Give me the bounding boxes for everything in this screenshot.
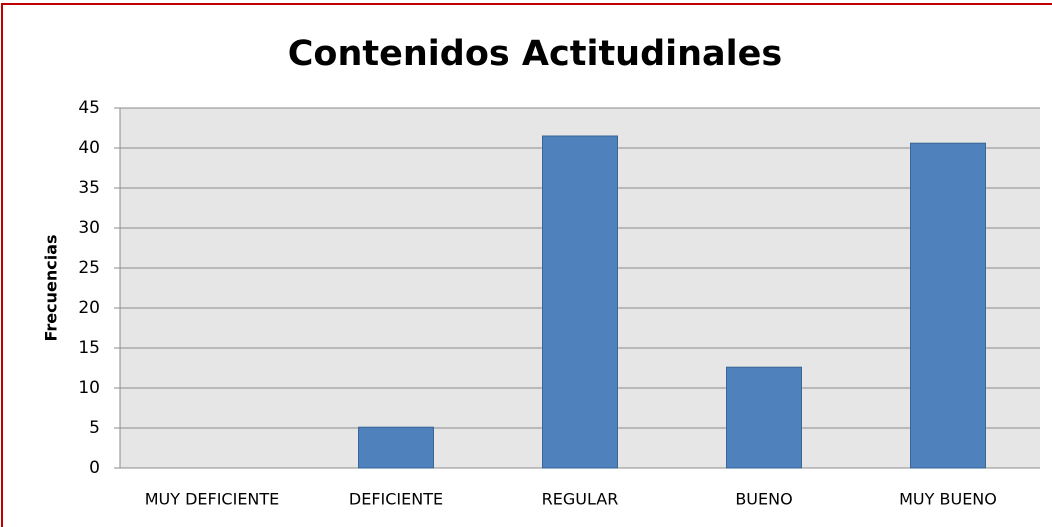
bar (358, 426, 434, 469)
y-tick-label: 45 (78, 98, 100, 118)
y-axis-label: Frecuencias (42, 234, 61, 341)
y-tick-label: 10 (78, 378, 100, 398)
x-tick-label: DEFICIENTE (349, 490, 443, 509)
y-tick-label: 0 (89, 458, 100, 478)
y-tick-label: 25 (78, 258, 100, 278)
y-tick-label: 15 (78, 338, 100, 358)
x-tick-label: MUY BUENO (899, 490, 997, 509)
y-tick-label: 5 (89, 418, 100, 438)
chart-title: Contenidos Actitudinales (288, 34, 783, 74)
x-tick-label: BUENO (735, 490, 792, 509)
bar (542, 135, 618, 469)
y-tick-label: 40 (78, 138, 100, 158)
bar (726, 366, 802, 469)
y-tick-label: 35 (78, 178, 100, 198)
y-tick-label: 20 (78, 298, 100, 318)
x-tick-label: MUY DEFICIENTE (145, 490, 280, 509)
y-tick-label: 30 (78, 218, 100, 238)
bar (910, 142, 986, 469)
x-tick-label: REGULAR (542, 490, 619, 509)
